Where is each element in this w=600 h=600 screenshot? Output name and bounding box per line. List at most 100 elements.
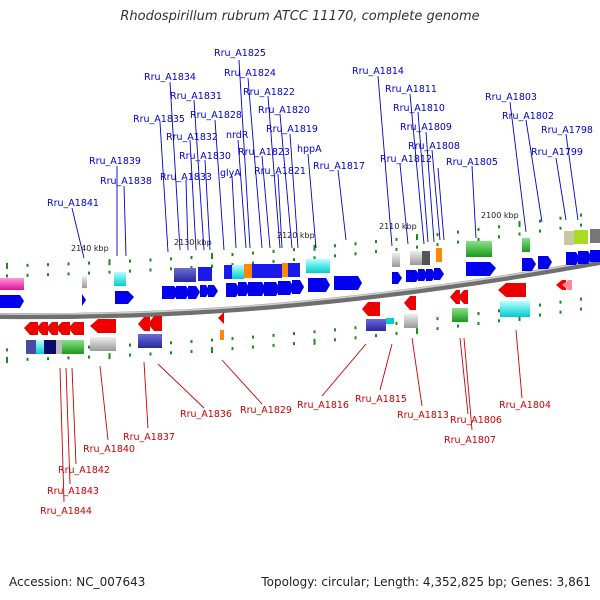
gene-label-rru-a1814: Rru_A1814: [352, 66, 404, 77]
tick-mark: [559, 310, 562, 314]
tick-mark: [477, 322, 480, 325]
tick-mark: [149, 258, 152, 262]
tick-mark: [313, 330, 316, 334]
tick-mark: [252, 345, 254, 349]
tick-mark: [313, 338, 316, 345]
tick-mark: [231, 263, 234, 267]
gene-label-rru-a1817: Rru_A1817: [313, 161, 365, 172]
gene-label-rru-a1819: Rru_A1819: [266, 124, 318, 135]
tick-mark: [231, 347, 234, 351]
gene-label-rru-a1841: Rru_A1841: [47, 198, 99, 209]
gene-label-rru-a1813: Rru_A1813: [397, 410, 449, 421]
tick-mark: [252, 335, 254, 339]
gene-label-nrdr: nrdR: [226, 130, 249, 141]
tick-mark: [6, 356, 8, 363]
tick-mark: [559, 226, 562, 230]
tick-mark: [67, 272, 70, 276]
tick-mark: [477, 312, 480, 315]
tick-mark: [457, 230, 459, 234]
tick-mark: [436, 327, 439, 331]
gene-label-rru-a1812: Rru_A1812: [380, 154, 432, 165]
tick-mark: [67, 356, 70, 360]
scale-label: 2140 kbp: [71, 244, 109, 253]
forward-leader-lines: [71, 59, 579, 259]
reverse-gene-labels: Rru_A1844 Rru_A1843 Rru_A1842 Rru_A1840 …: [40, 394, 551, 517]
tick-mark: [498, 319, 500, 323]
tick-mark: [293, 258, 295, 262]
tick-mark: [436, 243, 439, 247]
tick-mark: [580, 307, 582, 311]
gene-label-rru-a1840: Rru_A1840: [83, 444, 135, 455]
tick-mark: [6, 274, 8, 278]
tick-mark: [539, 219, 541, 223]
tick-mark: [395, 247, 398, 251]
tick-mark: [231, 253, 234, 257]
tick-mark: [108, 259, 111, 266]
gene-label-rru-a1828: Rru_A1828: [190, 110, 242, 121]
tick-mark: [539, 229, 541, 233]
tick-mark: [6, 262, 8, 269]
tick-mark: [47, 263, 49, 267]
tick-mark: [539, 313, 541, 317]
tick-mark: [88, 271, 90, 275]
tick-mark: [436, 233, 439, 237]
tick-mark: [518, 315, 521, 321]
tick-mark: [334, 244, 336, 248]
tick-mark: [354, 252, 357, 256]
tick-mark: [272, 343, 275, 347]
tick-mark: [416, 328, 418, 335]
reverse-leader-lines: [59, 329, 523, 503]
gene-label-rru-a1820: Rru_A1820: [258, 105, 310, 116]
tick-mark: [395, 331, 398, 335]
tick-mark: [170, 267, 172, 271]
gene-label-rru-a1832: Rru_A1832: [166, 132, 218, 143]
tick-mark: [170, 341, 172, 345]
tick-marks: [6, 213, 582, 363]
tick-mark: [498, 309, 500, 313]
tick-mark: [313, 256, 316, 260]
gene-label-rru-a1811: Rru_A1811: [385, 84, 437, 95]
tick-mark: [293, 248, 295, 252]
tick-mark: [211, 264, 213, 268]
tick-mark: [559, 300, 562, 304]
gene-label-rru-a1805: Rru_A1805: [446, 157, 498, 168]
tick-mark: [108, 353, 111, 360]
reverse-pink-arrows: [562, 280, 572, 290]
tick-mark: [518, 232, 521, 236]
scale-label: 2110 kbp: [379, 222, 417, 231]
tick-mark: [231, 337, 234, 341]
tick-mark: [395, 321, 398, 325]
gene-label-rru-a1821: Rru_A1821: [254, 166, 306, 177]
gene-label-rru-a1806: Rru_A1806: [450, 415, 502, 426]
gene-label-rru-a1810: Rru_A1810: [393, 103, 445, 114]
tick-mark: [375, 240, 377, 244]
tick-mark: [149, 352, 152, 356]
gene-label-rru-a1842: Rru_A1842: [58, 465, 110, 476]
tick-mark: [580, 213, 582, 217]
tick-mark: [129, 269, 131, 273]
tick-mark: [395, 237, 398, 241]
tick-mark: [129, 353, 131, 357]
scale-label: 2130 kbp: [174, 238, 212, 247]
tick-mark: [354, 336, 357, 340]
gene-label-rru-a1835: Rru_A1835: [133, 114, 185, 125]
gene-label-rru-a1836: Rru_A1836: [180, 409, 232, 420]
tick-mark: [416, 234, 418, 241]
gene-label-rru-a1833: Rru_A1833: [160, 172, 212, 183]
gene-label-rru-a1830: Rru_A1830: [179, 151, 231, 162]
tick-mark: [313, 244, 316, 251]
tick-mark: [211, 338, 213, 342]
tick-mark: [272, 249, 275, 253]
tick-mark: [211, 347, 213, 354]
tick-mark: [498, 235, 500, 239]
scale-label: 2120 kbp: [277, 231, 315, 240]
scale-label: 2100 kbp: [481, 211, 519, 220]
tick-mark: [88, 345, 90, 349]
gene-label-rru-a1809: Rru_A1809: [400, 122, 452, 133]
tick-mark: [272, 259, 275, 263]
gene-label-rru-a1807: Rru_A1807: [444, 435, 496, 446]
reverse-feature-boxes: [26, 301, 530, 354]
tick-mark: [354, 242, 357, 246]
gene-label-rru-a1816: Rru_A1816: [297, 400, 349, 411]
